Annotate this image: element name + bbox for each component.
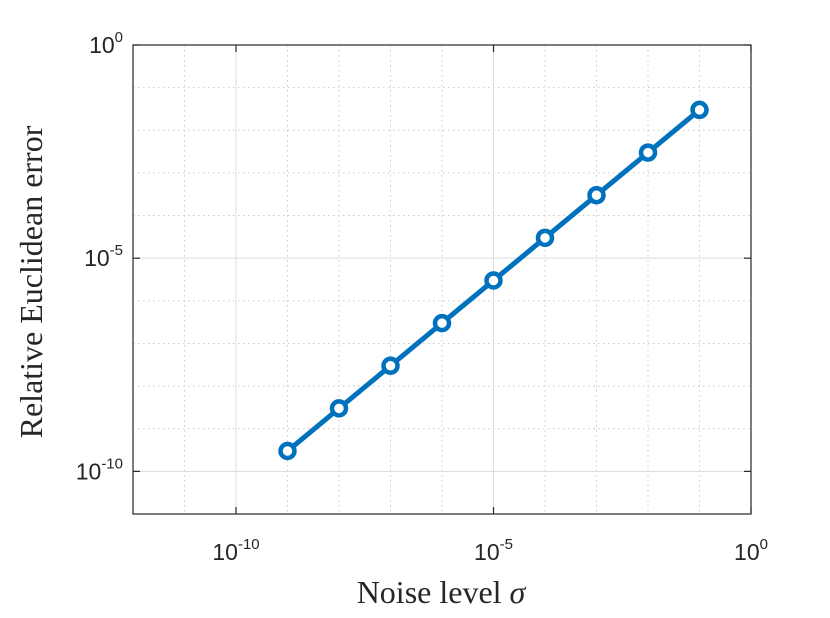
y-tick-label: 10-10 [76, 455, 123, 484]
data-point-marker [329, 399, 349, 418]
y-tick-label-base: 10 [89, 32, 115, 58]
grid [132, 44, 752, 515]
y-tick-label: 10-5 [84, 242, 123, 271]
x-tick-label-base: 10 [474, 539, 500, 565]
x-tick-label: 10-5 [474, 536, 513, 565]
x-axis-title-symbol: σ [510, 574, 527, 610]
data-point-marker [381, 356, 400, 375]
data-point-marker [587, 185, 606, 205]
x-tick-label: 100 [734, 536, 768, 565]
y-tick-label-base: 10 [84, 245, 110, 271]
data-point-marker [432, 313, 452, 333]
x-axis-title-text: Noise level [357, 574, 502, 610]
data-point-marker [690, 100, 709, 120]
data-point-marker [484, 271, 503, 290]
x-tick-label-exponent: -5 [500, 536, 513, 553]
x-tick-label-base: 10 [212, 539, 238, 565]
y-tick-label-exponent: -10 [101, 455, 123, 472]
y-tick-label-exponent: -5 [110, 242, 123, 259]
y-axis-title: Relative Euclidean error [13, 125, 49, 438]
x-tick-label-exponent: -10 [238, 536, 260, 553]
y-tick-label: 100 [89, 29, 123, 58]
data-point-marker [535, 228, 555, 248]
y-tick-label-base: 10 [76, 458, 102, 484]
y-tick-label-exponent: 0 [115, 29, 123, 46]
data-point-marker [278, 441, 297, 461]
x-axis-title: Noise level σ [357, 574, 527, 610]
x-tick-label-exponent: 0 [760, 536, 768, 553]
series [278, 100, 709, 461]
x-tick-label-base: 10 [734, 539, 760, 565]
plot-frame [132, 44, 752, 515]
axes [132, 44, 752, 515]
data-point-marker [638, 143, 658, 162]
x-tick-label: 10-10 [212, 536, 259, 565]
